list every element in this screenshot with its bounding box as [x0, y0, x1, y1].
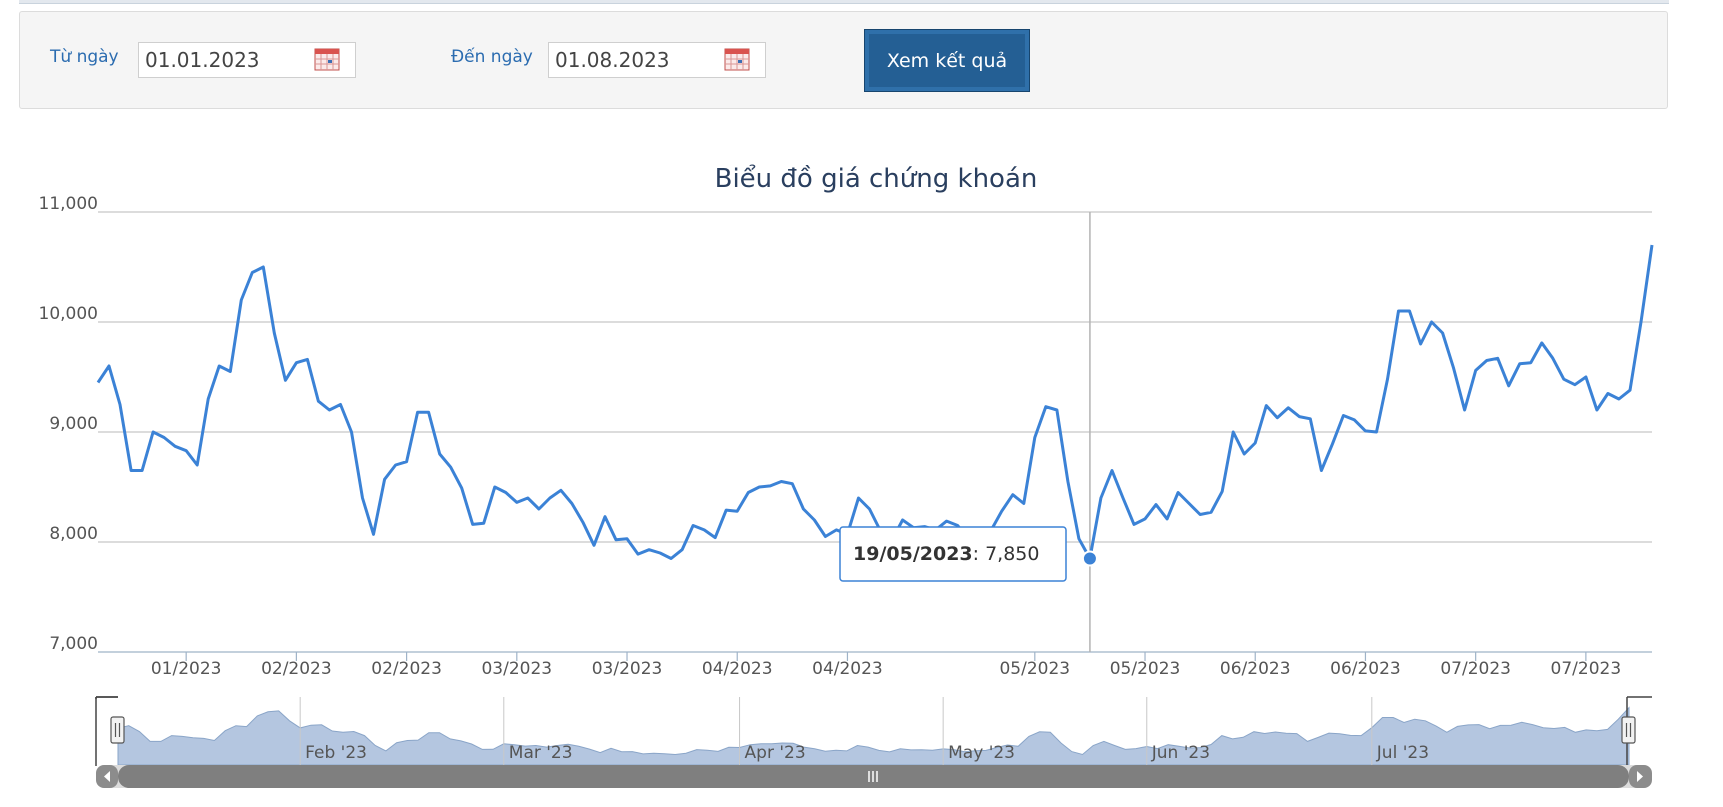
arrow-right-icon: [1637, 771, 1643, 782]
navigator-left-handle[interactable]: [110, 716, 125, 744]
x-tick-label: 02/2023: [261, 659, 332, 679]
y-tick-label: 11,000: [39, 194, 98, 214]
x-tick-label: 07/2023: [1440, 659, 1511, 679]
top-border: [19, 0, 1669, 4]
navigator-label: Jun '23: [1151, 743, 1210, 763]
calendar-icon[interactable]: [724, 47, 750, 71]
navigator-label: Jul '23: [1376, 743, 1429, 763]
x-tick-label: 04/2023: [812, 659, 883, 679]
navigator-area: [117, 706, 1630, 766]
scroll-left-button[interactable]: [96, 765, 118, 788]
chart-title: Biểu đồ giá chứng khoán: [715, 163, 1038, 194]
x-tick-label: 02/2023: [371, 659, 442, 679]
x-tick-label: 06/2023: [1330, 659, 1401, 679]
y-tick-label: 7,000: [49, 634, 98, 654]
navigator-label: Apr '23: [745, 743, 806, 763]
svg-text:19/05/2023: 7,850: 19/05/2023: 7,850: [853, 543, 1040, 565]
navigator-label: Mar '23: [509, 743, 573, 763]
tooltip: 19/05/2023: 7,850: [839, 526, 1067, 582]
highlighted-point[interactable]: [1081, 550, 1098, 567]
tooltip-separator: :: [973, 543, 985, 565]
date-filter-panel: Từ ngày 01.01.2023 Đến ngày 01.08.2023 X…: [19, 11, 1668, 109]
x-tick-label: 05/2023: [999, 659, 1070, 679]
x-tick-label: 04/2023: [702, 659, 773, 679]
y-tick-label: 9,000: [49, 414, 98, 434]
y-tick-label: 10,000: [39, 304, 98, 324]
view-results-button[interactable]: Xem kết quả: [864, 29, 1030, 92]
tooltip-date: 19/05/2023: [853, 543, 973, 565]
navigator-label: Feb '23: [305, 743, 367, 763]
scroll-right-button[interactable]: [1629, 765, 1652, 788]
scrollbar[interactable]: [96, 765, 1652, 788]
navigator-right-handle[interactable]: [1621, 716, 1636, 744]
x-tick-label: 03/2023: [481, 659, 552, 679]
from-date-label: Từ ngày: [50, 47, 119, 67]
calendar-icon[interactable]: [314, 47, 340, 71]
x-tick-label: 01/2023: [151, 659, 222, 679]
arrow-left-icon: [104, 771, 110, 782]
x-tick-label: 06/2023: [1220, 659, 1291, 679]
price-series-line: [96, 244, 1654, 560]
scrollbar-grip-icon: [868, 771, 878, 782]
x-tick-label: 03/2023: [592, 659, 663, 679]
y-tick-label: 8,000: [49, 524, 98, 544]
navigator-label: May '23: [948, 743, 1015, 763]
navigator[interactable]: Feb '23 Mar '23 Apr '23 May '23 Jun '23 Jul '…: [95, 696, 1652, 766]
tooltip-value: 7,850: [985, 543, 1039, 565]
to-date-label: Đến ngày: [451, 47, 533, 67]
x-tick-label: 05/2023: [1110, 659, 1181, 679]
x-tick-label: 07/2023: [1551, 659, 1622, 679]
